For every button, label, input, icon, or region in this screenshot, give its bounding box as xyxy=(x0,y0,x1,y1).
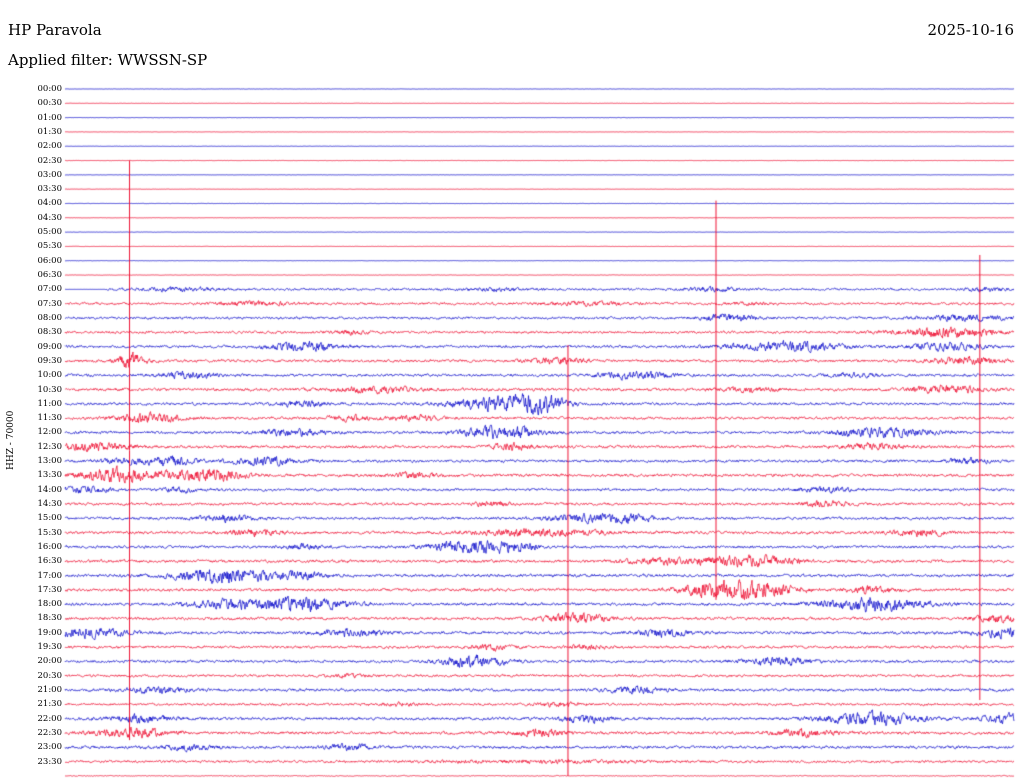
time-label: 03:30 xyxy=(37,184,63,195)
time-label: 19:00 xyxy=(37,627,63,638)
time-label: 07:00 xyxy=(37,284,63,295)
time-label: 04:30 xyxy=(37,212,63,223)
time-label: 06:00 xyxy=(37,255,63,266)
time-label: 22:00 xyxy=(37,713,63,724)
time-label: 14:00 xyxy=(37,484,63,495)
time-label: 21:30 xyxy=(37,699,63,710)
time-label: 12:00 xyxy=(37,427,63,438)
time-label: 13:00 xyxy=(37,456,63,467)
time-label: 02:30 xyxy=(37,155,63,166)
time-label: 15:30 xyxy=(37,527,63,538)
time-label: 10:00 xyxy=(37,370,63,381)
time-label: 20:00 xyxy=(37,656,63,667)
time-label: 05:30 xyxy=(37,241,63,252)
time-label: 17:00 xyxy=(37,570,63,581)
time-label: 13:30 xyxy=(37,470,63,481)
time-label: 03:00 xyxy=(37,169,63,180)
time-label: 01:00 xyxy=(37,112,63,123)
time-label: 08:00 xyxy=(37,312,63,323)
time-label: 01:30 xyxy=(37,126,63,137)
time-label: 12:30 xyxy=(37,441,63,452)
time-label: 22:30 xyxy=(37,727,63,738)
time-label: 20:30 xyxy=(37,670,63,681)
time-label: 14:30 xyxy=(37,498,63,509)
time-label: 10:30 xyxy=(37,384,63,395)
time-label: 00:00 xyxy=(37,84,63,94)
time-label: 02:00 xyxy=(37,141,63,152)
time-label: 18:00 xyxy=(37,599,63,610)
time-label: 09:30 xyxy=(37,355,63,366)
time-label: 04:00 xyxy=(37,198,63,209)
time-label: 11:00 xyxy=(37,398,63,409)
time-label: 15:00 xyxy=(37,513,63,524)
time-label: 07:30 xyxy=(37,298,63,309)
time-label: 06:30 xyxy=(37,270,63,281)
channel-scale-label: HHZ - 70000 xyxy=(6,410,16,470)
time-label: 18:30 xyxy=(37,613,63,624)
time-label: 05:00 xyxy=(37,227,63,238)
time-label: 21:00 xyxy=(37,685,63,696)
time-label: 00:30 xyxy=(37,98,63,109)
time-label: 17:30 xyxy=(37,584,63,595)
time-label: 11:30 xyxy=(37,413,63,424)
time-label: 23:00 xyxy=(37,742,63,753)
time-label: 16:30 xyxy=(37,556,63,567)
time-label: 16:00 xyxy=(37,541,63,552)
time-label: 08:30 xyxy=(37,327,63,338)
time-label: 09:00 xyxy=(37,341,63,352)
time-label: 19:30 xyxy=(37,642,63,653)
time-label: 23:30 xyxy=(37,756,63,767)
